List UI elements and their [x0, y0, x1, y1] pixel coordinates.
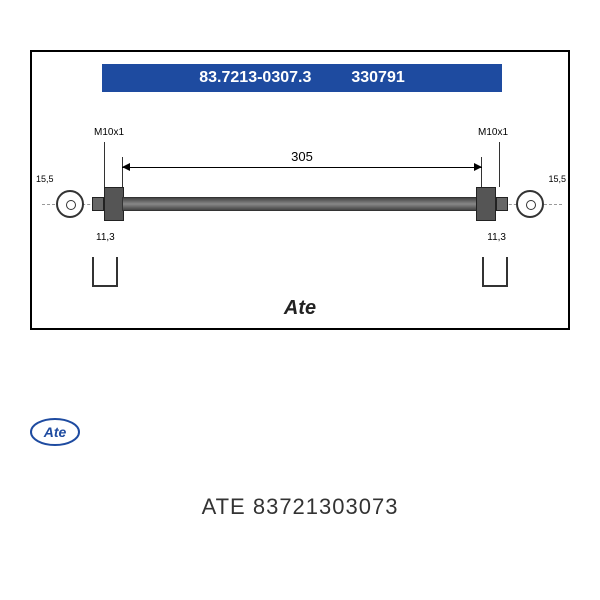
fitting-hex	[104, 187, 124, 221]
dim-line	[122, 167, 482, 168]
ext-line	[104, 142, 105, 187]
secondary-number: 330791	[351, 69, 404, 87]
svg-text:Ate: Ate	[43, 424, 67, 440]
ext-line	[499, 142, 500, 187]
dimension-length: 305	[122, 157, 482, 177]
banjo-dim-left: 15,5	[36, 174, 54, 184]
hex-dim-right: 11,3	[487, 232, 506, 243]
banjo-eye-right	[516, 190, 544, 218]
fitting-left	[92, 187, 124, 221]
ate-logo-icon: Ate	[30, 415, 80, 450]
banjo-dim-right: 15,5	[548, 174, 566, 184]
fitting-hex	[476, 187, 496, 221]
brand-text: ATE	[202, 494, 246, 519]
thread-spec-left: M10x1	[92, 127, 126, 138]
product-label: ATE 83721303073	[0, 494, 600, 520]
hose-body	[122, 197, 482, 211]
header-bar: 83.7213-0307.3 330791	[102, 64, 502, 92]
diagram-frame: 83.7213-0307.3 330791 305 M10x1 M10x1 15…	[30, 50, 570, 330]
fitting-neck	[496, 197, 508, 211]
fitting-neck	[92, 197, 104, 211]
technical-drawing: 305 M10x1 M10x1 15,5 15,5 11,3 11,3	[32, 102, 568, 312]
brand-logo: Ate	[284, 297, 316, 320]
thread-spec-right: M10x1	[476, 127, 510, 138]
banjo-eye-left	[56, 190, 84, 218]
part-number: 83.7213-0307.3	[199, 69, 311, 87]
hex-dim-left: 11,3	[96, 232, 115, 243]
product-code: 83721303073	[253, 494, 399, 519]
clip-right	[482, 257, 508, 287]
fitting-right	[476, 187, 508, 221]
clip-left	[92, 257, 118, 287]
length-value: 305	[285, 149, 319, 164]
